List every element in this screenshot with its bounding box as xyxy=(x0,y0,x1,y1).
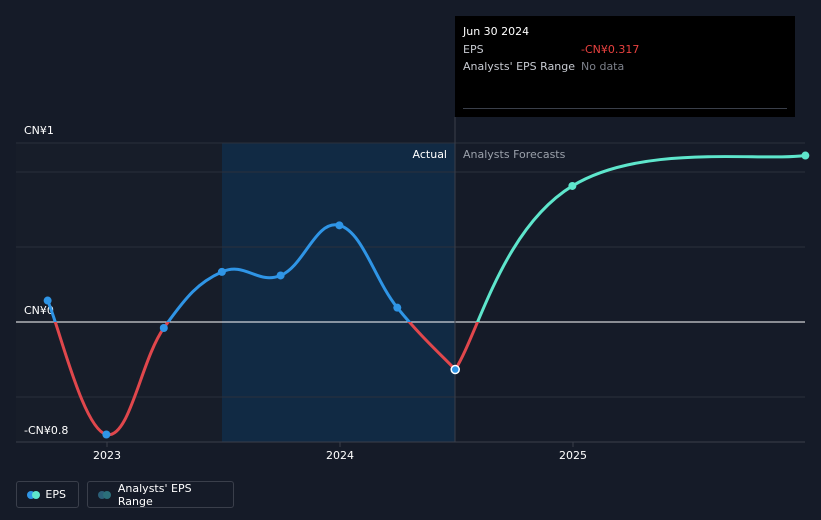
range-legend-icon xyxy=(98,490,111,499)
tooltip-eps-value: -CN¥0.317 xyxy=(581,43,640,56)
legend-eps-button[interactable]: EPS xyxy=(16,481,79,508)
eps-point[interactable] xyxy=(159,324,168,332)
x-label-2024: 2024 xyxy=(326,449,354,462)
past-shade xyxy=(16,143,222,442)
eps-legend-icon xyxy=(27,490,40,499)
eps-point[interactable] xyxy=(276,271,285,280)
actual-eps-line-positive xyxy=(46,223,412,322)
y-label-zero: CN¥0 xyxy=(24,304,54,317)
legend-range-button[interactable]: Analysts' EPS Range xyxy=(87,481,234,508)
highlighted-eps-point[interactable] xyxy=(450,364,460,375)
tooltip-eps-label: EPS xyxy=(463,43,484,56)
tooltip-range-label: Analysts' EPS Range xyxy=(463,60,576,73)
actual-label: Actual xyxy=(413,148,447,161)
gridlines xyxy=(16,142,805,398)
legend-eps-label: EPS xyxy=(45,488,66,501)
forecast-eps-line-negative xyxy=(453,322,480,371)
eps-point[interactable] xyxy=(393,303,402,312)
eps-point[interactable] xyxy=(217,267,226,276)
x-label-2023: 2023 xyxy=(93,449,121,462)
eps-point[interactable] xyxy=(43,296,52,305)
tooltip-range-value: No data xyxy=(581,60,625,73)
x-label-2025: 2025 xyxy=(559,449,587,462)
y-label-bottom: -CN¥0.8 xyxy=(24,424,68,437)
eps-point[interactable] xyxy=(568,181,577,190)
forecast-eps-line-positive xyxy=(475,154,806,322)
eps-point[interactable] xyxy=(335,221,344,230)
x-ticks xyxy=(106,442,574,447)
eps-point[interactable] xyxy=(801,151,810,160)
tooltip-date: Jun 30 2024 xyxy=(463,25,530,38)
actual-region xyxy=(222,143,455,442)
tooltip: Jun 30 2024 EPS -CN¥0.317 Analysts' EPS … xyxy=(455,16,795,117)
eps-points xyxy=(43,151,810,439)
y-label-top: CN¥1 xyxy=(24,124,54,137)
forecast-label: Analysts Forecasts xyxy=(463,148,566,161)
tooltip-divider xyxy=(463,108,787,109)
legend-range-label: Analysts' EPS Range xyxy=(117,481,192,508)
eps-point[interactable] xyxy=(102,430,111,439)
